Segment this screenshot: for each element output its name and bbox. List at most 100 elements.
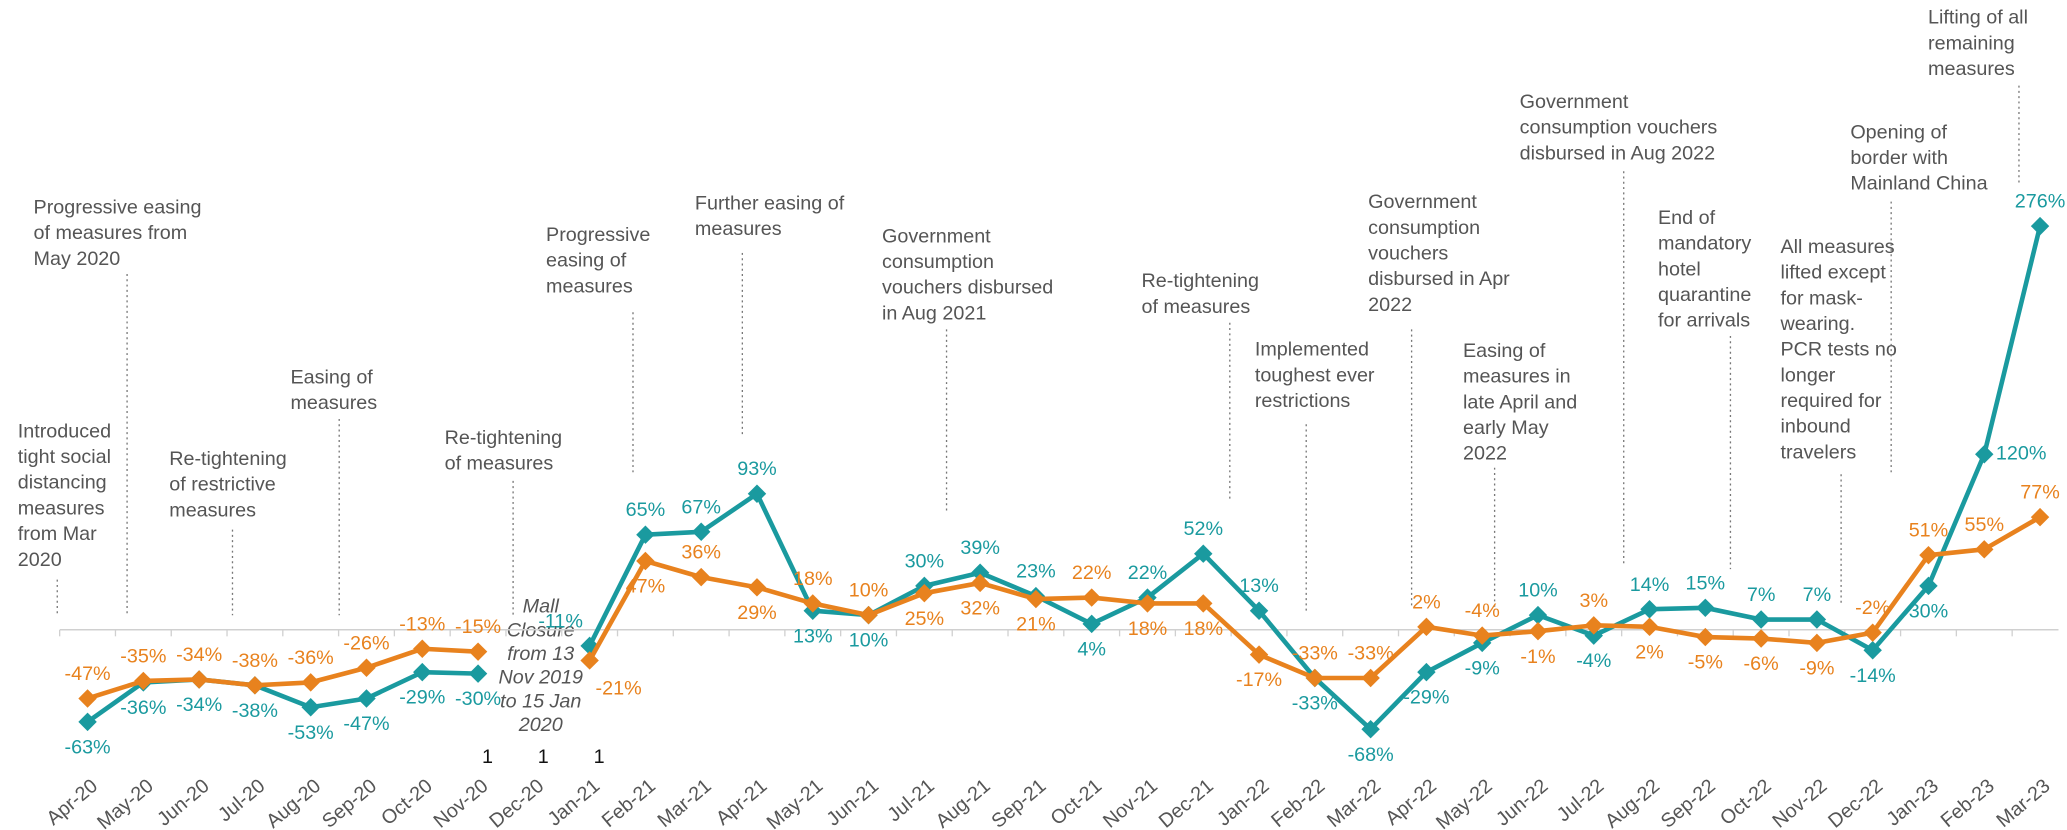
data-point	[970, 573, 990, 593]
data-point	[189, 670, 209, 689]
annotation: Easing of	[1463, 340, 1546, 362]
data-point	[1696, 627, 1715, 647]
annotation: easing of	[546, 250, 627, 272]
data-point	[468, 664, 488, 683]
annotation: restrictions	[1255, 390, 1351, 412]
annotation: for mask-	[1781, 287, 1863, 309]
data-label: 67%	[681, 496, 721, 518]
annotation: Government	[882, 225, 991, 247]
data-point	[468, 642, 488, 661]
data-point	[301, 673, 320, 692]
annotation: Re-tightening	[445, 427, 562, 449]
x-tick-label: Sep-20	[318, 775, 381, 830]
x-tick-label: Jan-21	[544, 775, 604, 830]
data-point	[1640, 600, 1659, 619]
annotation: measures	[290, 392, 377, 414]
data-label: 13%	[1239, 575, 1279, 597]
data-label: 10%	[849, 630, 889, 652]
annotation: Introduced	[18, 420, 111, 442]
data-point	[970, 563, 990, 582]
data-point	[357, 658, 376, 677]
annotation: from 13	[507, 643, 574, 665]
data-point	[1919, 576, 1938, 596]
annotation: measures	[695, 218, 782, 240]
annotation: 2020	[18, 549, 62, 571]
data-label: -9%	[1465, 657, 1500, 679]
data-label: -47%	[343, 713, 389, 735]
x-tick-label: Jun-20	[153, 775, 213, 830]
annotation: consumption vouchers	[1520, 117, 1718, 139]
data-label: -34%	[176, 644, 222, 666]
data-label: 93%	[737, 458, 777, 480]
data-label: 29%	[737, 602, 777, 624]
data-label: 21%	[1016, 614, 1056, 636]
data-label: 77%	[2020, 482, 2060, 504]
data-label: 32%	[960, 598, 1000, 620]
data-label: 7%	[1803, 584, 1832, 606]
data-point	[1528, 605, 1548, 625]
data-label: -35%	[120, 645, 166, 667]
data-label: 2%	[1635, 641, 1664, 663]
data-label: -2%	[1855, 597, 1890, 619]
data-point	[1305, 668, 1325, 688]
data-label: 13%	[793, 625, 833, 647]
data-point	[301, 698, 320, 717]
data-label: -5%	[1688, 652, 1723, 674]
data-label: 25%	[905, 608, 945, 630]
annotation: Mainland China	[1850, 173, 1987, 195]
data-label: 18%	[1128, 618, 1168, 640]
data-point	[1751, 610, 1771, 629]
annotation: Mall	[523, 596, 560, 618]
data-label: -26%	[343, 632, 389, 654]
data-label: 47%	[626, 576, 666, 598]
data-point	[1640, 617, 1659, 637]
x-tick-label: Aug-20	[262, 775, 325, 830]
data-label: -21%	[596, 678, 642, 700]
data-label: 36%	[681, 542, 721, 564]
data-label: -33%	[1292, 693, 1338, 715]
annotation: quarantine	[1658, 284, 1751, 306]
data-point	[413, 662, 432, 682]
data-point	[1863, 640, 1882, 660]
x-tick-label: Apr-21	[712, 775, 772, 830]
data-point	[1584, 616, 1603, 635]
x-tick-label: Oct-20	[377, 775, 437, 830]
x-tick-label: Sep-22	[1657, 775, 1720, 830]
data-label: 18%	[793, 568, 833, 590]
annotation: May 2020	[34, 248, 121, 270]
data-label: 39%	[960, 537, 1000, 559]
x-tick-note: 1	[538, 746, 549, 768]
annotation: of restrictive	[169, 474, 275, 496]
x-tick-label: Jan-22	[1213, 775, 1273, 830]
x-tick-note: 1	[594, 746, 605, 768]
annotation: tight social	[18, 446, 111, 468]
data-label: -9%	[1799, 657, 1834, 679]
data-label: -36%	[288, 647, 334, 669]
data-point	[2030, 216, 2050, 236]
x-tick-label: May-21	[763, 775, 828, 830]
data-point	[636, 551, 655, 571]
x-tick-label: Nov-21	[1099, 775, 1162, 830]
data-point	[1026, 589, 1046, 609]
data-label: 2%	[1412, 591, 1441, 613]
data-point	[859, 605, 878, 625]
data-point	[1417, 617, 1436, 637]
annotation: longer	[1781, 364, 1836, 386]
data-label: -4%	[1576, 650, 1611, 672]
annotation: consumption	[882, 251, 994, 273]
x-tick-label: Aug-21	[932, 775, 995, 830]
data-label: -33%	[1348, 643, 1394, 665]
data-label: -29%	[1403, 687, 1449, 709]
annotation: 2020	[518, 714, 563, 736]
annotation: measures in	[1463, 366, 1571, 388]
annotation: Progressive	[546, 224, 650, 246]
annotation: PCR tests no	[1781, 339, 1897, 361]
data-point	[1751, 629, 1771, 648]
data-point	[1082, 588, 1101, 607]
data-label: 52%	[1183, 518, 1223, 540]
data-label: -11%	[538, 610, 583, 632]
data-point	[1696, 598, 1715, 618]
annotation: toughest ever	[1255, 364, 1375, 386]
data-label: 18%	[1183, 618, 1223, 640]
x-tick-label: Dec-20	[485, 775, 548, 830]
